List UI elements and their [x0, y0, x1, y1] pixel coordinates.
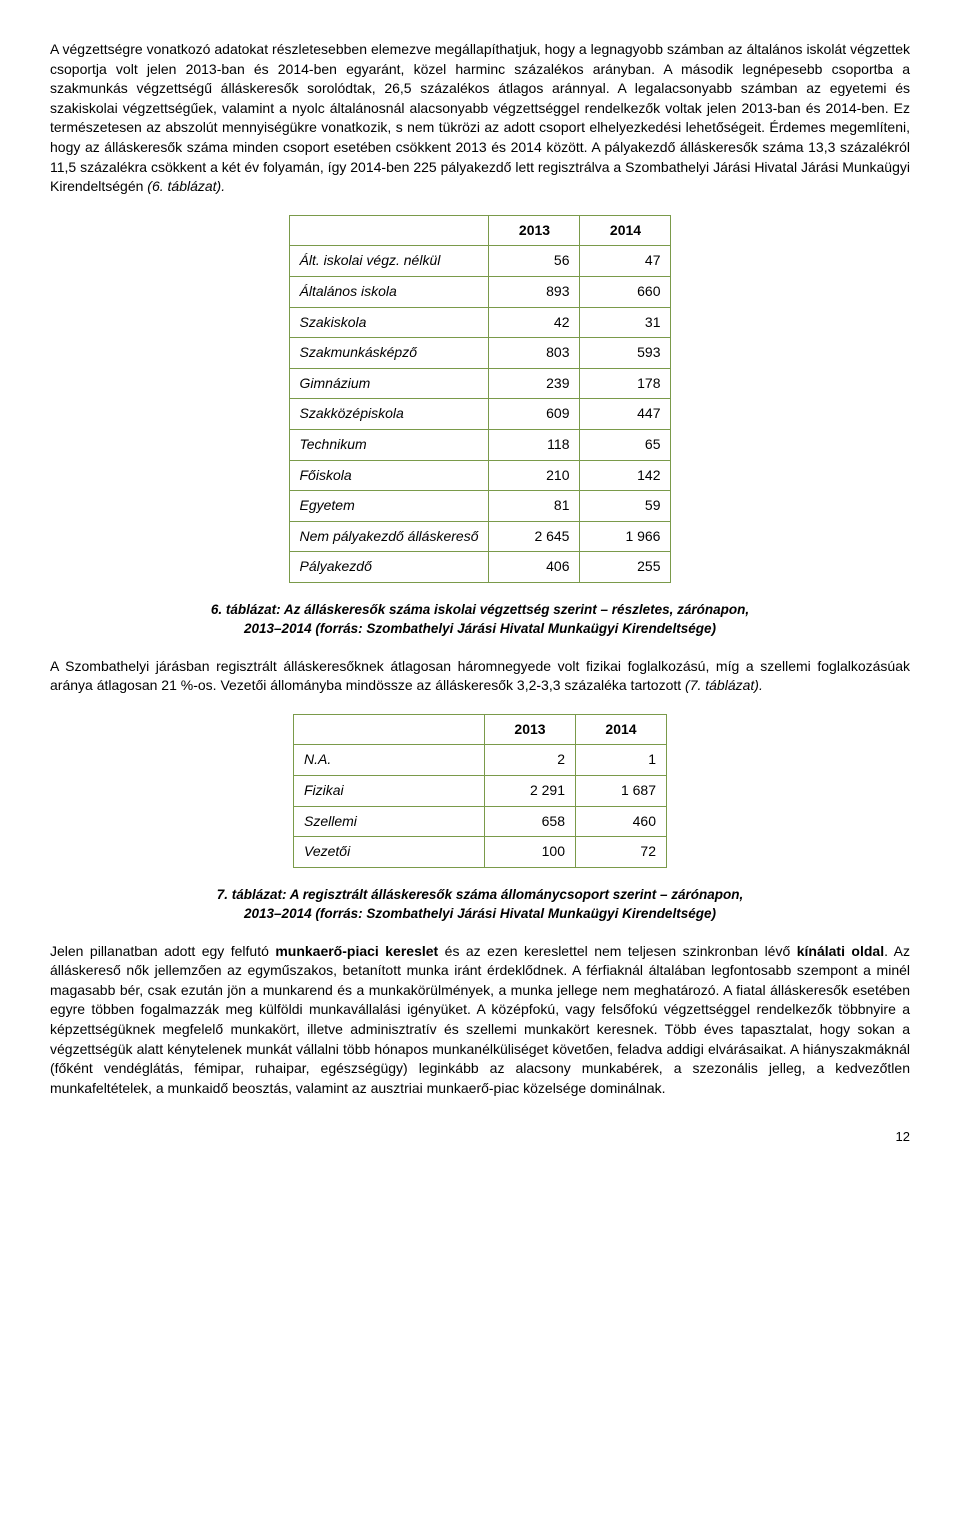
cell-2013: 609	[489, 399, 580, 430]
cell-2014: 72	[576, 837, 667, 868]
cell-2014: 142	[580, 460, 671, 491]
cell-2014: 1 966	[580, 521, 671, 552]
cell-2013: 42	[489, 307, 580, 338]
table-row: Pályakezdő406255	[289, 552, 671, 583]
row-label: Technikum	[289, 429, 489, 460]
t1-h0	[289, 215, 489, 246]
paragraph-2: A Szombathelyi járásban regisztrált állá…	[50, 657, 910, 696]
p3-m: és az ezen kereslettel nem teljesen szin…	[438, 943, 797, 959]
p3-a: Jelen pillanatban adott egy felfutó	[50, 943, 275, 959]
cell-2013: 893	[489, 276, 580, 307]
t2-h2: 2014	[576, 714, 667, 745]
row-label: Szakközépiskola	[289, 399, 489, 430]
row-label: Nem pályakezdő álláskereső	[289, 521, 489, 552]
cap7b: 2013–2014 (forrás: Szombathelyi Járási H…	[244, 906, 716, 921]
cell-2014: 178	[580, 368, 671, 399]
paragraph-3: Jelen pillanatban adott egy felfutó munk…	[50, 942, 910, 1099]
cap6a: 6. táblázat: Az álláskeresők száma iskol…	[211, 602, 749, 617]
table-row: Általános iskola893660	[289, 276, 671, 307]
cell-2014: 447	[580, 399, 671, 430]
cell-2013: 210	[489, 460, 580, 491]
row-label: Szellemi	[294, 806, 485, 837]
cap7a: 7. táblázat: A regisztrált álláskeresők …	[217, 887, 743, 902]
row-label: Szakiskola	[289, 307, 489, 338]
cell-2013: 406	[489, 552, 580, 583]
p2b: (7. táblázat).	[685, 677, 763, 693]
table-row: Szakiskola4231	[289, 307, 671, 338]
p3-b1: munkaerő-piaci kereslet	[275, 943, 438, 959]
cap6b: 2013–2014 (forrás: Szombathelyi Járási H…	[244, 621, 716, 636]
cell-2014: 1 687	[576, 776, 667, 807]
cell-2013: 81	[489, 491, 580, 522]
cell-2013: 56	[489, 246, 580, 277]
table-row: Szakközépiskola609447	[289, 399, 671, 430]
cell-2013: 100	[485, 837, 576, 868]
p3-after: . Az álláskereső nők jellemzően az egymű…	[50, 943, 910, 1096]
p1-ital: (6. táblázat).	[147, 178, 225, 194]
table-row: Fizikai2 2911 687	[294, 776, 667, 807]
t1-h1: 2013	[489, 215, 580, 246]
table-row: Szellemi658460	[294, 806, 667, 837]
p2a: A Szombathelyi járásban regisztrált állá…	[50, 658, 910, 694]
cell-2014: 460	[576, 806, 667, 837]
p3-b2: kínálati oldal	[797, 943, 884, 959]
row-label: N.A.	[294, 745, 485, 776]
row-label: Pályakezdő	[289, 552, 489, 583]
page-number: 12	[50, 1128, 910, 1146]
p1-text: A végzettségre vonatkozó adatokat részle…	[50, 41, 910, 194]
row-label: Egyetem	[289, 491, 489, 522]
paragraph-1: A végzettségre vonatkozó adatokat részle…	[50, 40, 910, 197]
cell-2014: 31	[580, 307, 671, 338]
table-row: Ált. iskolai végz. nélkül5647	[289, 246, 671, 277]
table-row: Gimnázium239178	[289, 368, 671, 399]
cell-2014: 65	[580, 429, 671, 460]
row-label: Gimnázium	[289, 368, 489, 399]
cell-2013: 2	[485, 745, 576, 776]
cell-2014: 255	[580, 552, 671, 583]
table-row: N.A.21	[294, 745, 667, 776]
cell-2013: 2 291	[485, 776, 576, 807]
cell-2013: 658	[485, 806, 576, 837]
table-row: Technikum11865	[289, 429, 671, 460]
t2-h0	[294, 714, 485, 745]
table-row: Egyetem8159	[289, 491, 671, 522]
t2-h1: 2013	[485, 714, 576, 745]
cell-2013: 239	[489, 368, 580, 399]
table-row: Szakmunkásképző803593	[289, 338, 671, 369]
cell-2013: 2 645	[489, 521, 580, 552]
cell-2013: 803	[489, 338, 580, 369]
table-row: Nem pályakezdő álláskereső2 6451 966	[289, 521, 671, 552]
table-row: Vezetői10072	[294, 837, 667, 868]
row-label: Ált. iskolai végz. nélkül	[289, 246, 489, 277]
row-label: Fizikai	[294, 776, 485, 807]
cell-2014: 59	[580, 491, 671, 522]
t1-h2: 2014	[580, 215, 671, 246]
cell-2013: 118	[489, 429, 580, 460]
table-row: Főiskola210142	[289, 460, 671, 491]
table-6: 2013 2014 Ált. iskolai végz. nélkül5647Á…	[289, 215, 672, 583]
row-label: Vezetői	[294, 837, 485, 868]
row-label: Szakmunkásképző	[289, 338, 489, 369]
row-label: Általános iskola	[289, 276, 489, 307]
caption-6: 6. táblázat: Az álláskeresők száma iskol…	[50, 601, 910, 639]
cell-2014: 47	[580, 246, 671, 277]
cell-2014: 1	[576, 745, 667, 776]
cell-2014: 593	[580, 338, 671, 369]
cell-2014: 660	[580, 276, 671, 307]
caption-7: 7. táblázat: A regisztrált álláskeresők …	[50, 886, 910, 924]
table-7: 2013 2014 N.A.21Fizikai2 2911 687Szellem…	[293, 714, 667, 868]
row-label: Főiskola	[289, 460, 489, 491]
